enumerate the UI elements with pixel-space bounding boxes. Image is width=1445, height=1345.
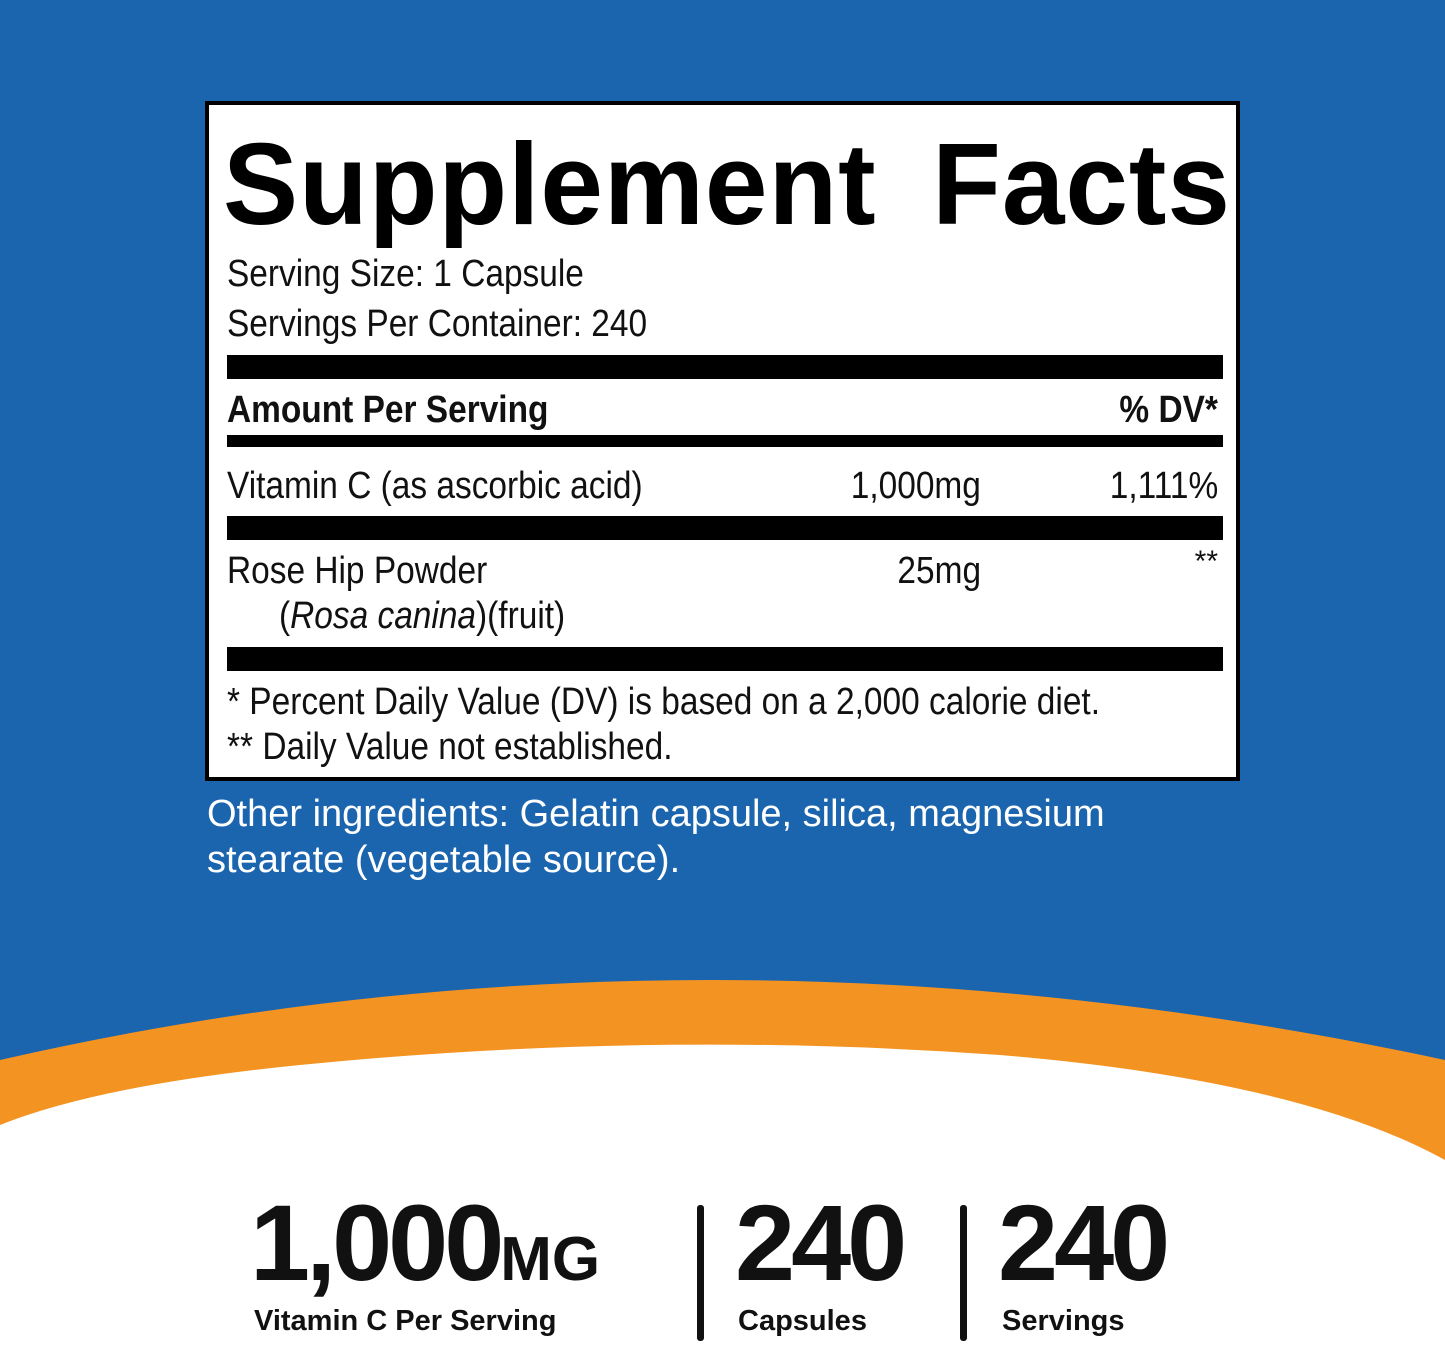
stat-label: Vitamin C Per Serving [254,1305,557,1337]
stat-value: 240 [998,1182,1170,1303]
servings-per-container: Servings Per Container: 240 [227,303,648,345]
divider-thick [227,647,1223,671]
supplement-facts-panel: Supplement Facts Serving Size: 1 Capsule… [205,101,1240,781]
header-dv: % DV* [1119,389,1218,431]
paren: ( [279,595,291,637]
other-ingredients-line2: stearate (vegetable source). [207,839,681,881]
stat-label: Servings [1002,1305,1125,1337]
stat-label: Capsules [738,1305,867,1337]
stat-unit: MG [500,1225,601,1294]
stat-number: 1,000 [250,1182,504,1303]
latin-name: Rosa canina [290,595,477,637]
facts-title: Supplement Facts [223,119,1231,249]
stat-divider [960,1205,967,1341]
footnote-dv: * Percent Daily Value (DV) is based on a… [227,681,1101,723]
footnote-not-established: ** Daily Value not established. [227,726,673,768]
nutrient-amount: 25mg [897,550,981,592]
header-amount: Amount Per Serving [227,389,549,431]
stat-value: 240 [735,1182,907,1303]
divider-thick [227,516,1223,540]
stat-divider [697,1205,704,1341]
nutrient-name: Rose Hip Powder [227,550,488,592]
plant-part: )(fruit) [476,595,566,637]
nutrient-name: Vitamin C (as ascorbic acid) [227,465,643,507]
nutrient-source: (Rosa canina)(fruit) [279,595,565,638]
nutrient-dv: ** [1194,545,1218,578]
nutrient-amount: 1,000mg [850,465,981,507]
nutrient-dv: 1,111% [1109,465,1218,507]
stat-value: 1,000MG [250,1180,600,1305]
divider-medium [227,435,1223,447]
divider-thick [227,355,1223,379]
other-ingredients-line1: Other ingredients: Gelatin capsule, sili… [207,793,1105,835]
serving-size: Serving Size: 1 Capsule [227,253,584,295]
